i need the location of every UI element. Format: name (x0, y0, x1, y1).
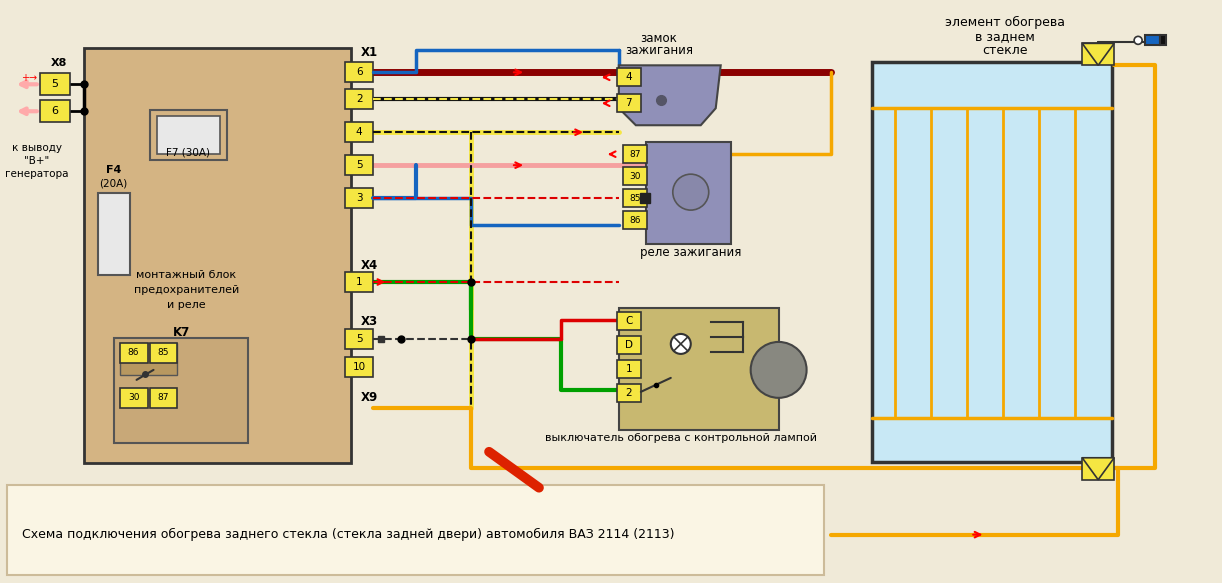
Polygon shape (1083, 458, 1114, 480)
Polygon shape (618, 65, 721, 125)
Text: X3: X3 (360, 315, 378, 328)
Bar (7, 484, 824, 575)
Text: F4: F4 (106, 165, 121, 175)
Text: реле зажигания: реле зажигания (640, 245, 742, 258)
Bar (873, 62, 1112, 462)
Text: в заднем: в заднем (975, 30, 1035, 43)
Text: 86: 86 (629, 216, 640, 224)
Text: замок: замок (640, 32, 677, 45)
Bar (617, 94, 640, 113)
Circle shape (673, 174, 709, 210)
Text: 2: 2 (626, 388, 632, 398)
Text: 7: 7 (626, 99, 632, 108)
Bar (346, 272, 373, 292)
Text: элемент обогрева: элемент обогрева (946, 16, 1066, 29)
Text: 6: 6 (356, 67, 363, 78)
Bar (346, 188, 373, 208)
Text: 87: 87 (629, 150, 640, 159)
Text: K7: K7 (172, 326, 191, 339)
Bar (346, 89, 373, 109)
Bar (1160, 36, 1166, 45)
Bar (623, 167, 646, 185)
Bar (617, 68, 640, 86)
Circle shape (1134, 36, 1143, 44)
Text: F7 (30А): F7 (30А) (166, 147, 210, 157)
Polygon shape (1083, 43, 1114, 65)
Bar (346, 329, 373, 349)
Bar (618, 308, 778, 430)
Bar (39, 73, 70, 95)
Bar (1083, 43, 1114, 65)
Text: 5: 5 (51, 79, 59, 89)
Text: к выводу: к выводу (12, 143, 61, 153)
Text: Схема подключения обогрева заднего стекла (стекла задней двери) автомобиля ВАЗ 2: Схема подключения обогрева заднего стекл… (22, 528, 675, 541)
Bar (346, 122, 373, 142)
Text: X1: X1 (360, 46, 378, 59)
Bar (83, 48, 351, 463)
Bar (156, 116, 220, 154)
Text: монтажный блок: монтажный блок (137, 270, 237, 280)
Text: 1: 1 (626, 364, 632, 374)
Text: генератора: генератора (5, 169, 68, 179)
Bar (346, 62, 373, 82)
Circle shape (750, 342, 807, 398)
Text: зажигания: зажигания (624, 44, 693, 57)
Text: 86: 86 (128, 349, 139, 357)
Text: +→: +→ (21, 73, 37, 83)
Text: 1: 1 (356, 277, 363, 287)
Text: 5: 5 (356, 160, 363, 170)
Text: (20А): (20А) (99, 178, 128, 188)
Bar (623, 211, 646, 229)
Circle shape (671, 334, 690, 354)
Text: 6: 6 (51, 106, 59, 116)
Bar (1083, 458, 1114, 480)
Text: X4: X4 (360, 258, 378, 272)
Bar (623, 145, 646, 163)
Bar (623, 189, 646, 207)
Text: 85: 85 (158, 349, 170, 357)
Bar (617, 312, 640, 330)
Bar (114, 338, 248, 442)
Text: 5: 5 (356, 334, 363, 344)
Text: выключатель обогрева с контрольной лампой: выключатель обогрева с контрольной лампо… (545, 433, 816, 443)
Text: и реле: и реле (167, 300, 205, 310)
Bar (149, 110, 227, 160)
Bar (645, 142, 731, 244)
Text: 30: 30 (629, 171, 640, 181)
Text: 87: 87 (158, 394, 170, 402)
Bar (149, 343, 177, 363)
Bar (120, 343, 148, 363)
Text: предохранителей: предохранителей (134, 285, 240, 295)
Text: X8: X8 (50, 58, 67, 68)
Text: D: D (624, 340, 633, 350)
Bar (120, 343, 177, 375)
Text: 4: 4 (626, 72, 632, 82)
Bar (346, 357, 373, 377)
Text: 85: 85 (629, 194, 640, 203)
Text: C: C (626, 316, 633, 326)
Bar (149, 388, 177, 408)
Text: 2: 2 (356, 94, 363, 104)
Bar (1145, 36, 1160, 45)
Text: 3: 3 (356, 193, 363, 203)
Text: "В+": "В+" (24, 156, 49, 166)
Bar (617, 360, 640, 378)
Bar (617, 384, 640, 402)
Bar (98, 193, 130, 275)
Text: 4: 4 (356, 127, 363, 137)
Bar (120, 388, 148, 408)
Bar (346, 155, 373, 175)
Text: X9: X9 (360, 391, 378, 405)
Bar (617, 336, 640, 354)
Text: 10: 10 (353, 362, 365, 372)
Text: 30: 30 (128, 394, 139, 402)
Text: стекле: стекле (982, 44, 1028, 57)
Bar (39, 100, 70, 122)
